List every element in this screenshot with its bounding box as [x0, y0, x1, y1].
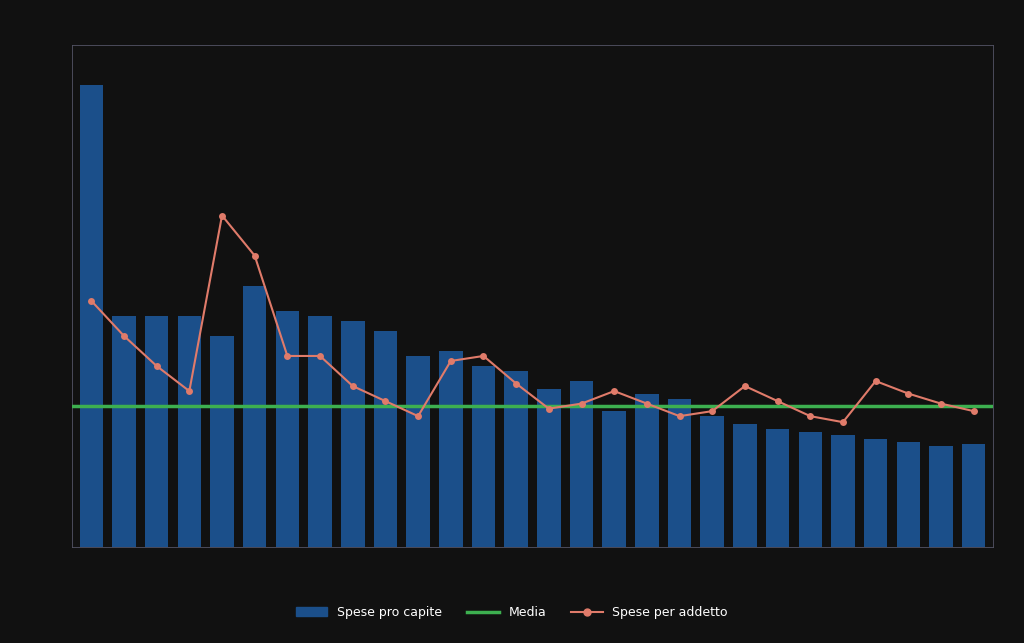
- Bar: [210, 336, 233, 547]
- Bar: [799, 432, 822, 547]
- Bar: [341, 321, 365, 547]
- Bar: [635, 394, 658, 547]
- Bar: [505, 371, 528, 547]
- Bar: [766, 429, 790, 547]
- Bar: [374, 331, 397, 547]
- Bar: [537, 388, 560, 547]
- Bar: [308, 316, 332, 547]
- Bar: [472, 366, 496, 547]
- Bar: [243, 285, 266, 547]
- Bar: [407, 356, 430, 547]
- Bar: [831, 435, 855, 547]
- Bar: [864, 439, 888, 547]
- Bar: [144, 316, 168, 547]
- Bar: [700, 416, 724, 547]
- Bar: [962, 444, 985, 547]
- Bar: [177, 316, 201, 547]
- Bar: [897, 442, 921, 547]
- Bar: [668, 399, 691, 547]
- Bar: [733, 424, 757, 547]
- Legend: Spese pro capite, Media, Spese per addetto: Spese pro capite, Media, Spese per addet…: [291, 601, 733, 624]
- Bar: [113, 316, 136, 547]
- Bar: [80, 85, 103, 547]
- Bar: [602, 411, 626, 547]
- Bar: [439, 351, 463, 547]
- Bar: [569, 381, 593, 547]
- Bar: [275, 311, 299, 547]
- Bar: [929, 446, 952, 547]
